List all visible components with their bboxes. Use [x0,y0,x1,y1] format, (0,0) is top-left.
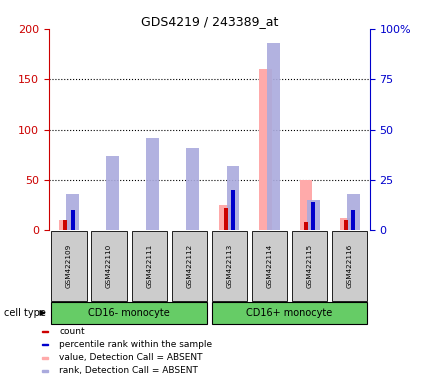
FancyBboxPatch shape [212,231,247,301]
Bar [231,190,235,230]
Bar [347,194,360,230]
Text: cell type: cell type [4,308,49,318]
Bar [224,208,228,230]
Text: GSM422114: GSM422114 [266,244,272,288]
Bar [351,210,355,230]
FancyBboxPatch shape [292,231,327,301]
FancyBboxPatch shape [131,231,167,301]
Text: percentile rank within the sample: percentile rank within the sample [60,340,212,349]
Bar [42,370,48,372]
Bar [71,210,74,230]
Text: CD16- monocyte: CD16- monocyte [88,308,170,318]
Bar [42,357,48,359]
Text: CD16+ monocyte: CD16+ monocyte [246,308,333,318]
Text: GSM422111: GSM422111 [146,244,152,288]
FancyBboxPatch shape [51,231,87,301]
FancyBboxPatch shape [91,231,127,301]
Bar [266,43,280,230]
Bar [259,69,272,230]
Text: GSM422116: GSM422116 [347,244,353,288]
Bar [340,218,352,230]
FancyBboxPatch shape [252,231,287,301]
Bar [344,220,348,230]
Text: value, Detection Call = ABSENT: value, Detection Call = ABSENT [60,353,203,362]
Bar [42,344,48,346]
FancyBboxPatch shape [172,231,207,301]
Text: GSM422109: GSM422109 [66,244,72,288]
Bar [311,202,315,230]
Bar [307,200,320,230]
Text: count: count [60,327,85,336]
Text: GSM422112: GSM422112 [186,244,192,288]
Text: GSM422113: GSM422113 [227,244,232,288]
Bar [187,148,199,230]
Bar [227,166,239,230]
Bar [59,220,72,230]
Bar [106,156,119,230]
Bar [66,194,79,230]
Title: GDS4219 / 243389_at: GDS4219 / 243389_at [141,15,278,28]
Bar [42,331,48,333]
Text: GSM422110: GSM422110 [106,244,112,288]
Bar [304,222,308,230]
FancyBboxPatch shape [212,302,367,324]
Text: GSM422115: GSM422115 [306,244,312,288]
Bar [63,220,67,230]
FancyBboxPatch shape [332,231,367,301]
Text: rank, Detection Call = ABSENT: rank, Detection Call = ABSENT [60,366,198,376]
FancyBboxPatch shape [51,302,207,324]
Bar [146,137,159,230]
Bar [219,205,232,230]
Bar [300,180,312,230]
